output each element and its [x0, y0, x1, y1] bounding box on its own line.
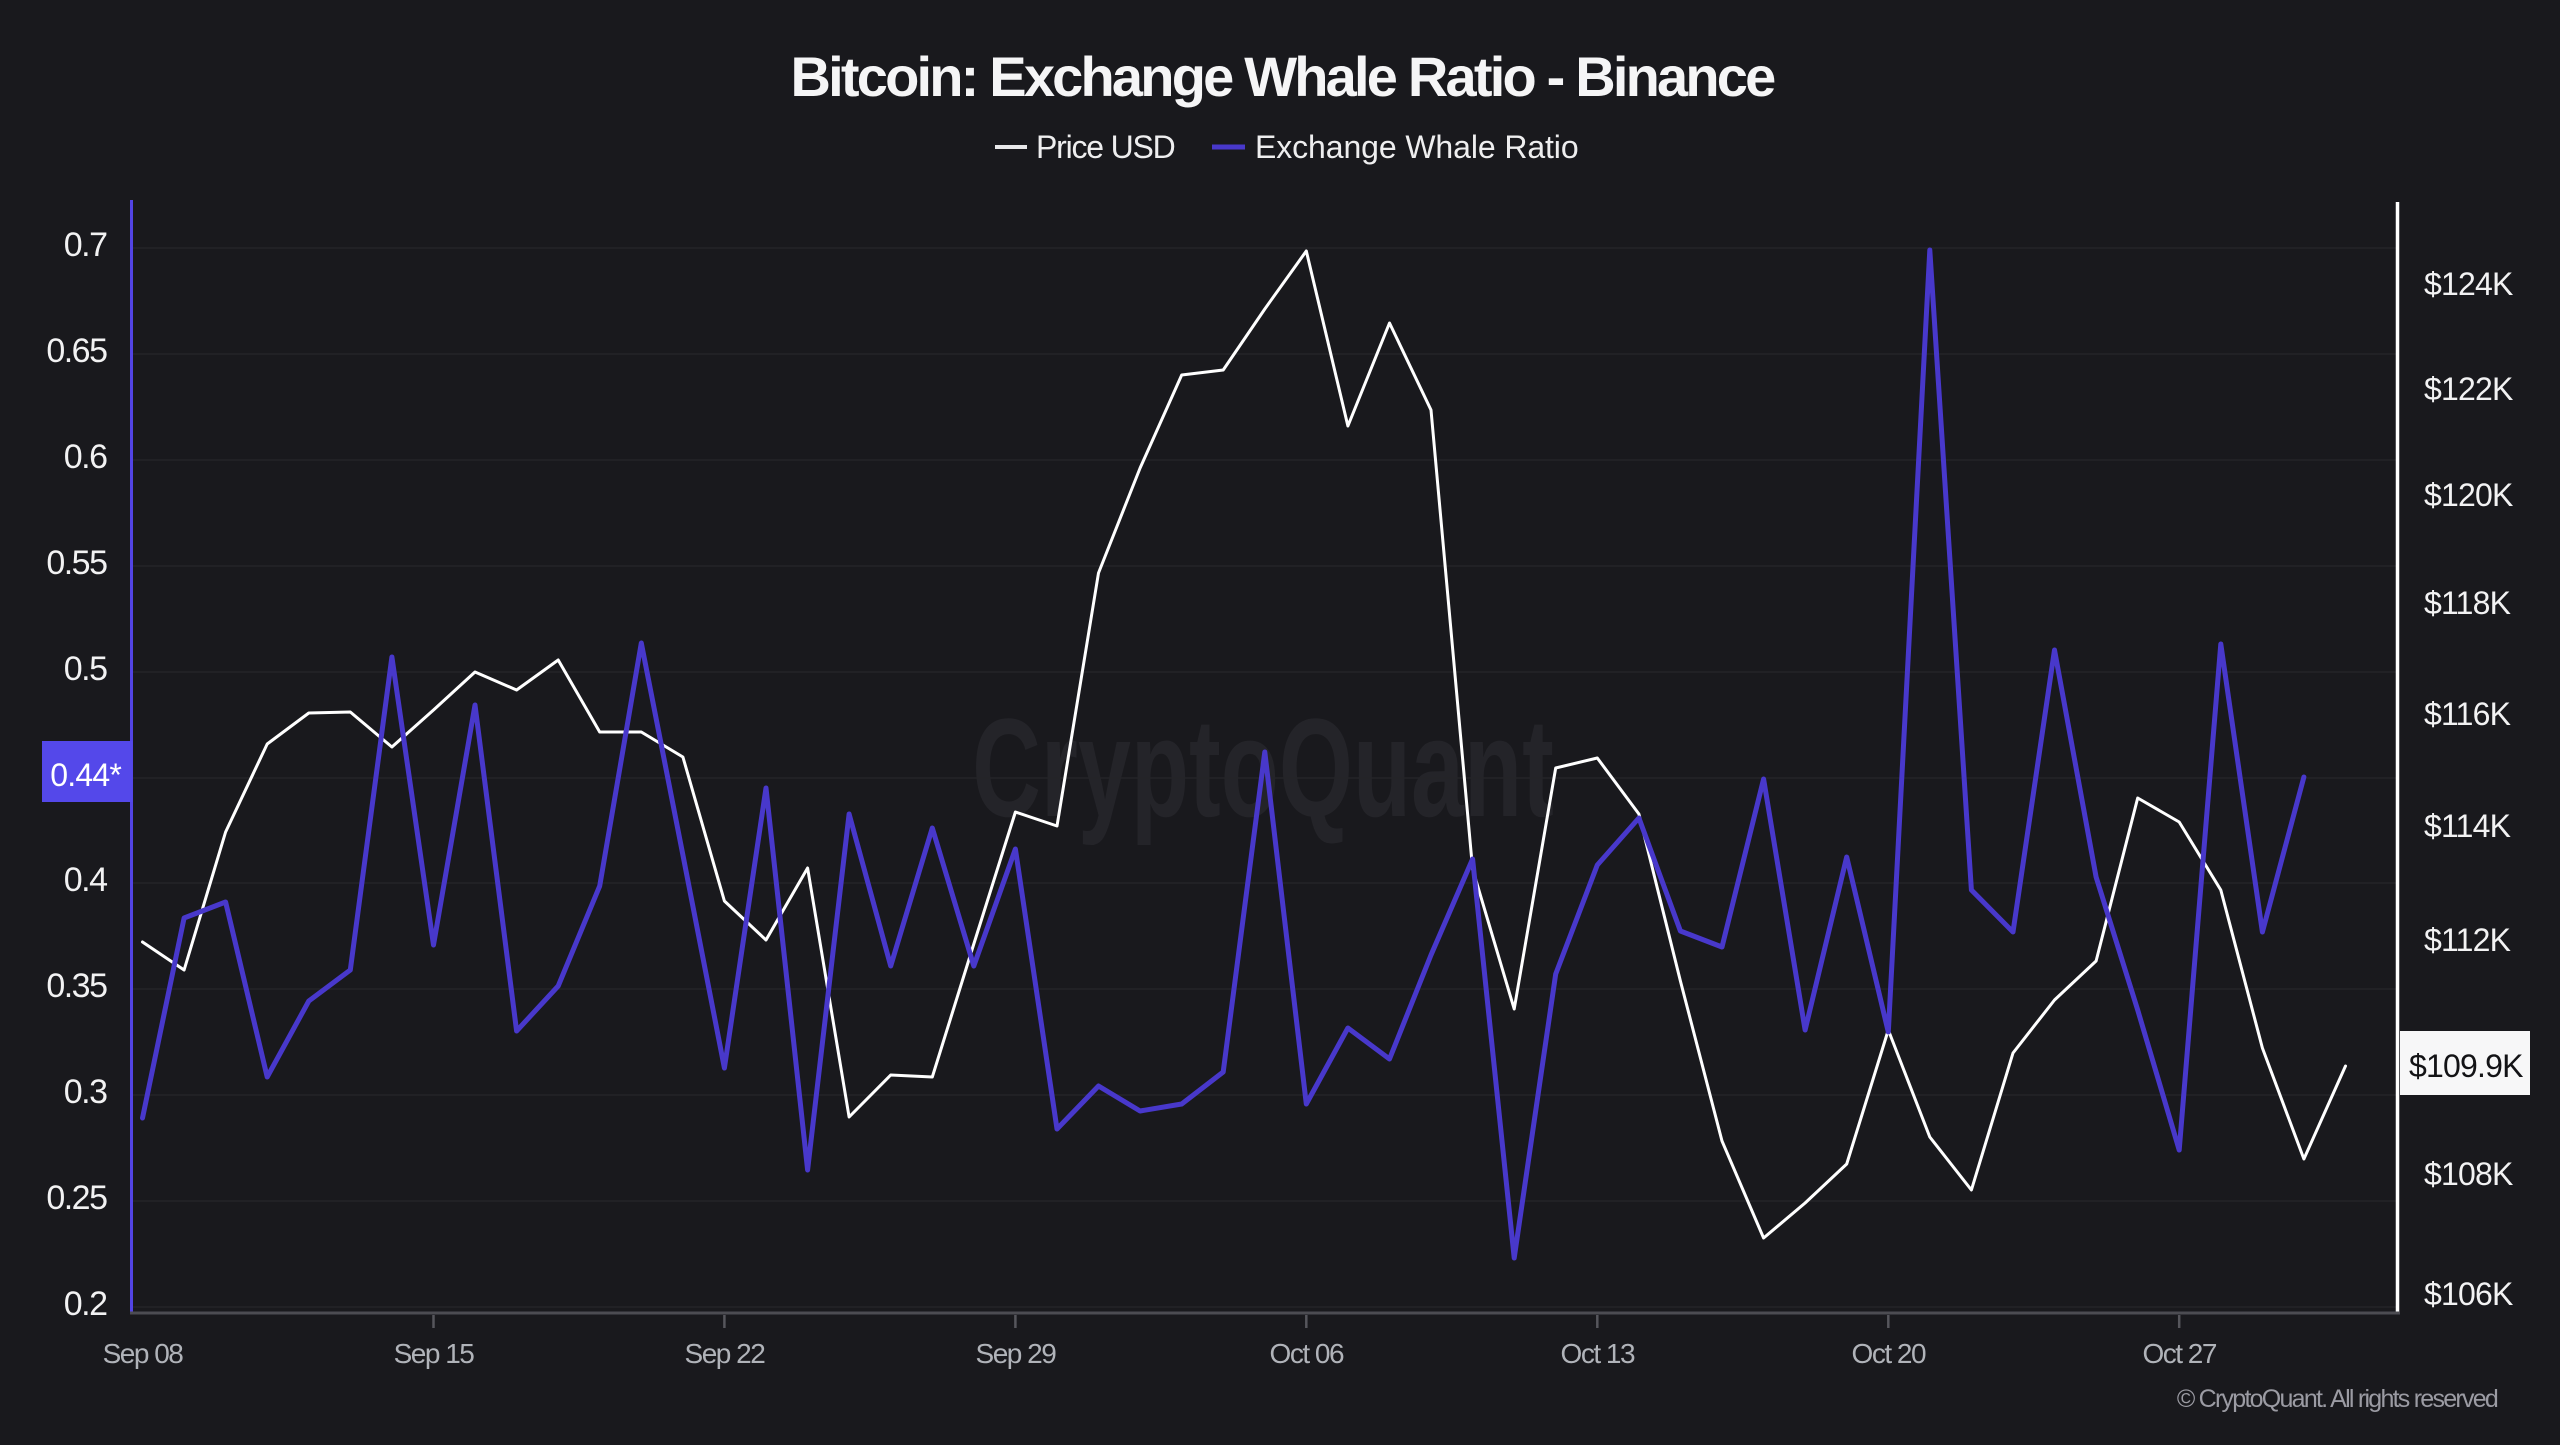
svg-text:$106K: $106K — [2424, 1276, 2513, 1312]
svg-text:$114K: $114K — [2424, 808, 2511, 844]
svg-text:Oct 27: Oct 27 — [2142, 1338, 2216, 1369]
svg-text:Bitcoin: Exchange Whale Ratio: Bitcoin: Exchange Whale Ratio - Binance — [791, 45, 1776, 108]
svg-text:$108K: $108K — [2424, 1156, 2513, 1192]
svg-text:Oct 13: Oct 13 — [1561, 1338, 1635, 1369]
svg-text:© CryptoQuant. All rights rese: © CryptoQuant. All rights reserved — [2177, 1385, 2498, 1413]
svg-text:$116K: $116K — [2424, 696, 2511, 732]
svg-text:$122K: $122K — [2424, 371, 2513, 407]
svg-text:Sep 22: Sep 22 — [685, 1338, 766, 1369]
svg-text:$112K: $112K — [2424, 922, 2511, 958]
svg-text:Oct 06: Oct 06 — [1270, 1338, 1344, 1369]
svg-text:$120K: $120K — [2424, 477, 2513, 513]
svg-text:0.55: 0.55 — [46, 544, 107, 582]
svg-text:0.3: 0.3 — [64, 1073, 107, 1111]
svg-text:Oct 20: Oct 20 — [1852, 1338, 1926, 1369]
svg-text:$124K: $124K — [2424, 266, 2513, 302]
svg-text:0.2: 0.2 — [64, 1285, 107, 1323]
svg-text:Sep 29: Sep 29 — [976, 1338, 1057, 1369]
svg-text:0.6: 0.6 — [64, 438, 107, 476]
svg-text:Sep 08: Sep 08 — [103, 1338, 184, 1369]
svg-text:0.65: 0.65 — [46, 332, 107, 370]
svg-text:0.44*: 0.44* — [50, 757, 121, 793]
svg-text:Sep 15: Sep 15 — [394, 1338, 475, 1369]
svg-text:0.7: 0.7 — [64, 226, 107, 264]
svg-text:Price USD: Price USD — [1036, 129, 1175, 165]
svg-text:0.25: 0.25 — [46, 1179, 107, 1217]
svg-text:0.5: 0.5 — [64, 650, 107, 688]
svg-text:Exchange Whale Ratio: Exchange Whale Ratio — [1255, 129, 1579, 165]
svg-text:$109.9K: $109.9K — [2409, 1048, 2523, 1084]
svg-text:0.35: 0.35 — [46, 967, 107, 1005]
svg-text:0.4: 0.4 — [64, 861, 107, 899]
svg-text:$118K: $118K — [2424, 585, 2511, 621]
